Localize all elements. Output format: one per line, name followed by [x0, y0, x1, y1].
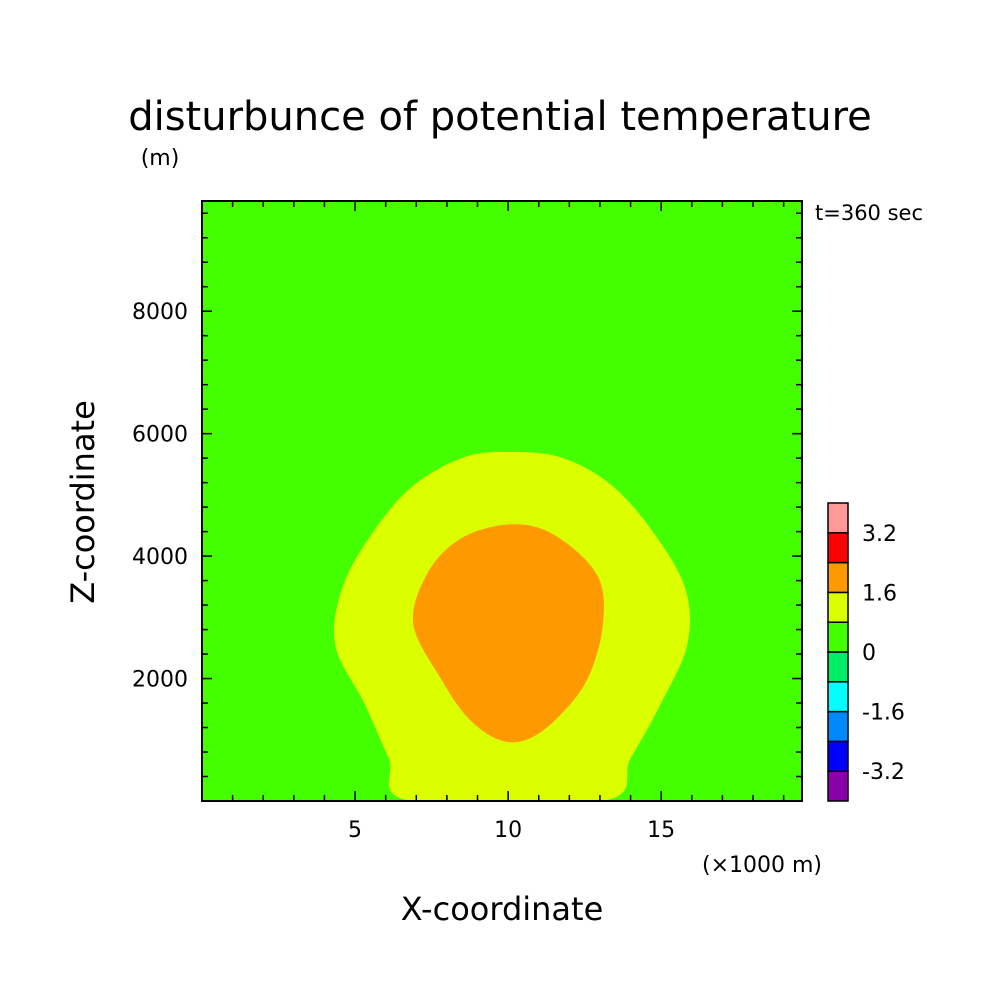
- colorbar-box: [827, 710, 849, 743]
- plot-area: [201, 200, 803, 802]
- contour-region-2: [412, 524, 604, 743]
- chart-title: disturbunce of potential temperature: [128, 94, 872, 140]
- x-axis-ticks: 5 10 15: [231, 201, 785, 843]
- time-label: t=360 sec: [815, 201, 923, 225]
- x-axis-label: X-coordinate: [401, 890, 604, 928]
- y-tick-label: 2000: [132, 668, 188, 693]
- colorbar-box: [827, 681, 849, 713]
- z-unit-label: (m): [141, 146, 180, 171]
- x-tick-label: 5: [348, 818, 362, 843]
- colorbar-box: [827, 502, 849, 534]
- colorbar-label: 1.6: [862, 581, 897, 606]
- colorbar-box: [827, 532, 849, 564]
- colorbar-box: [827, 770, 849, 802]
- colorbar-box: [827, 621, 849, 653]
- y-axis-ticks: 2000 4000 6000 8000: [132, 212, 802, 778]
- colorbar-label: -1.6: [862, 701, 905, 726]
- contour-regions: [333, 451, 690, 801]
- colorbar: -3.2 -1.6 0 1.6 3.2: [827, 502, 905, 802]
- colorbar-label: -3.2: [862, 760, 905, 785]
- y-tick-label: 4000: [132, 545, 188, 570]
- y-tick-label: 6000: [132, 423, 188, 448]
- x-tick-label: 15: [647, 818, 675, 843]
- x-unit-label: (×1000 m): [702, 853, 822, 878]
- plot-frame: [201, 200, 803, 802]
- colorbar-label: 0: [862, 641, 876, 666]
- colorbar-box: [827, 740, 849, 772]
- colorbar-label: 3.2: [862, 522, 897, 547]
- colorbar-box: [827, 561, 849, 594]
- y-axis-label: Z-coordinate: [64, 400, 102, 604]
- colorbar-box: [827, 591, 849, 623]
- colorbar-box: [827, 651, 849, 683]
- x-tick-label: 10: [494, 818, 522, 843]
- y-tick-label: 8000: [132, 300, 188, 325]
